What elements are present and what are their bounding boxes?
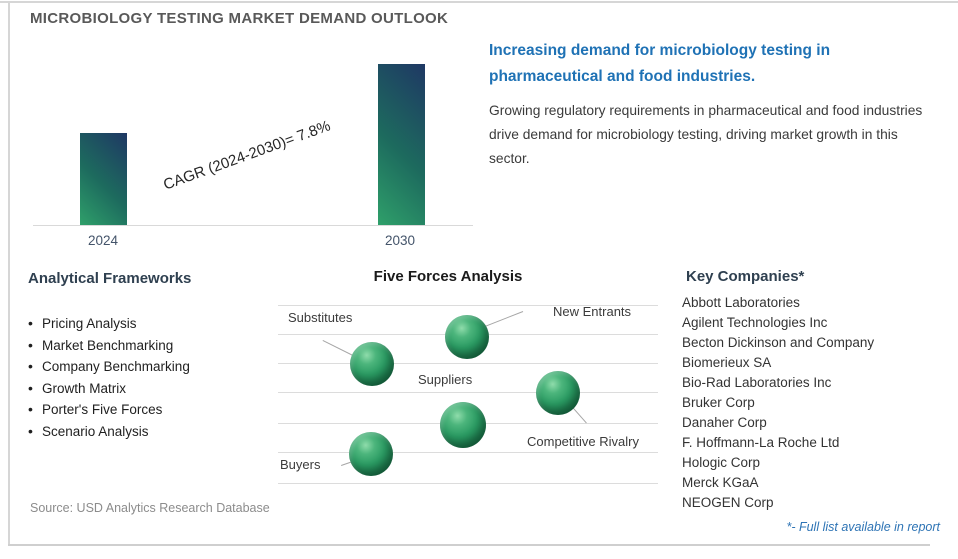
gridline (278, 363, 658, 364)
card-border-left (8, 2, 10, 545)
sphere-competitive-rivalry-icon (536, 371, 580, 415)
five-forces-title: Five Forces Analysis (373, 268, 523, 285)
gridline (278, 392, 658, 393)
companies-list: Abbott Laboratories Agilent Technologies… (682, 293, 947, 513)
gridline (278, 452, 658, 453)
force-label-buyers: Buyers (280, 457, 321, 472)
list-item: Porter's Five Forces (28, 399, 273, 421)
key-companies-section: Key Companies* Abbott Laboratories Agile… (682, 268, 947, 513)
sphere-substitutes-icon (350, 342, 394, 386)
headline-body: Growing regulatory requirements in pharm… (489, 103, 923, 166)
analytical-frameworks-section: Analytical Frameworks Pricing Analysis M… (28, 270, 273, 442)
list-item: Market Benchmarking (28, 335, 273, 357)
headline-title: Increasing demand for microbiology testi… (489, 42, 831, 85)
bar-2024 (80, 133, 127, 225)
sphere-buyers-icon (349, 432, 393, 476)
axis-label-2024: 2024 (87, 233, 119, 248)
list-item: Pricing Analysis (28, 313, 273, 335)
list-item: Scenario Analysis (28, 421, 273, 443)
list-item: Abbott Laboratories (682, 295, 800, 310)
sphere-new-entrants-icon (445, 315, 489, 359)
card-border-bottom (8, 544, 930, 546)
list-item: Danaher Corp (682, 415, 767, 430)
source-text: Source: USD Analytics Research Database (30, 501, 270, 515)
list-item: Agilent Technologies Inc (682, 315, 828, 330)
list-item: Becton Dickinson and Company (682, 335, 875, 350)
page-title: MICROBIOLOGY TESTING MARKET DEMAND OUTLO… (30, 10, 449, 27)
card-border-top (0, 1, 958, 3)
footnote-text: *- Full list available in report (786, 520, 940, 534)
gridline (278, 305, 658, 306)
list-item: F. Hoffmann-La Roche Ltd (682, 435, 840, 450)
list-item: Growth Matrix (28, 378, 273, 400)
frameworks-header: Analytical Frameworks (28, 270, 192, 287)
headline-block: Increasing demand for microbiology testi… (489, 38, 941, 171)
five-forces-chart: Substitutes New Entrants Suppliers Compe… (278, 296, 658, 493)
list-item: Hologic Corp (682, 455, 761, 470)
list-item: Company Benchmarking (28, 356, 273, 378)
list-item: Merck KGaA (682, 475, 759, 490)
companies-header: Key Companies* (686, 268, 805, 285)
list-item: Biomerieux SA (682, 355, 772, 370)
five-forces-section: Five Forces Analysis Substitutes New Ent… (278, 266, 658, 494)
axis-label-2030: 2030 (384, 233, 416, 248)
cagr-annotation: CAGR (2024-2030)= 7.8% (161, 117, 333, 194)
bar-2030 (378, 64, 425, 225)
force-label-competitive-rivalry: Competitive Rivalry (527, 434, 639, 449)
force-label-substitutes: Substitutes (288, 310, 353, 325)
demand-bar-chart: CAGR (2024-2030)= 7.8% 2024 2030 (33, 55, 473, 248)
list-item: NEOGEN Corp (682, 495, 774, 510)
gridline (278, 483, 658, 484)
list-item: Bruker Corp (682, 395, 755, 410)
force-label-suppliers: Suppliers (418, 372, 473, 387)
frameworks-list: Pricing Analysis Market Benchmarking Com… (28, 313, 273, 442)
list-item: Bio-Rad Laboratories Inc (682, 375, 832, 390)
sphere-suppliers-icon (440, 402, 486, 448)
force-label-new-entrants: New Entrants (553, 304, 632, 319)
